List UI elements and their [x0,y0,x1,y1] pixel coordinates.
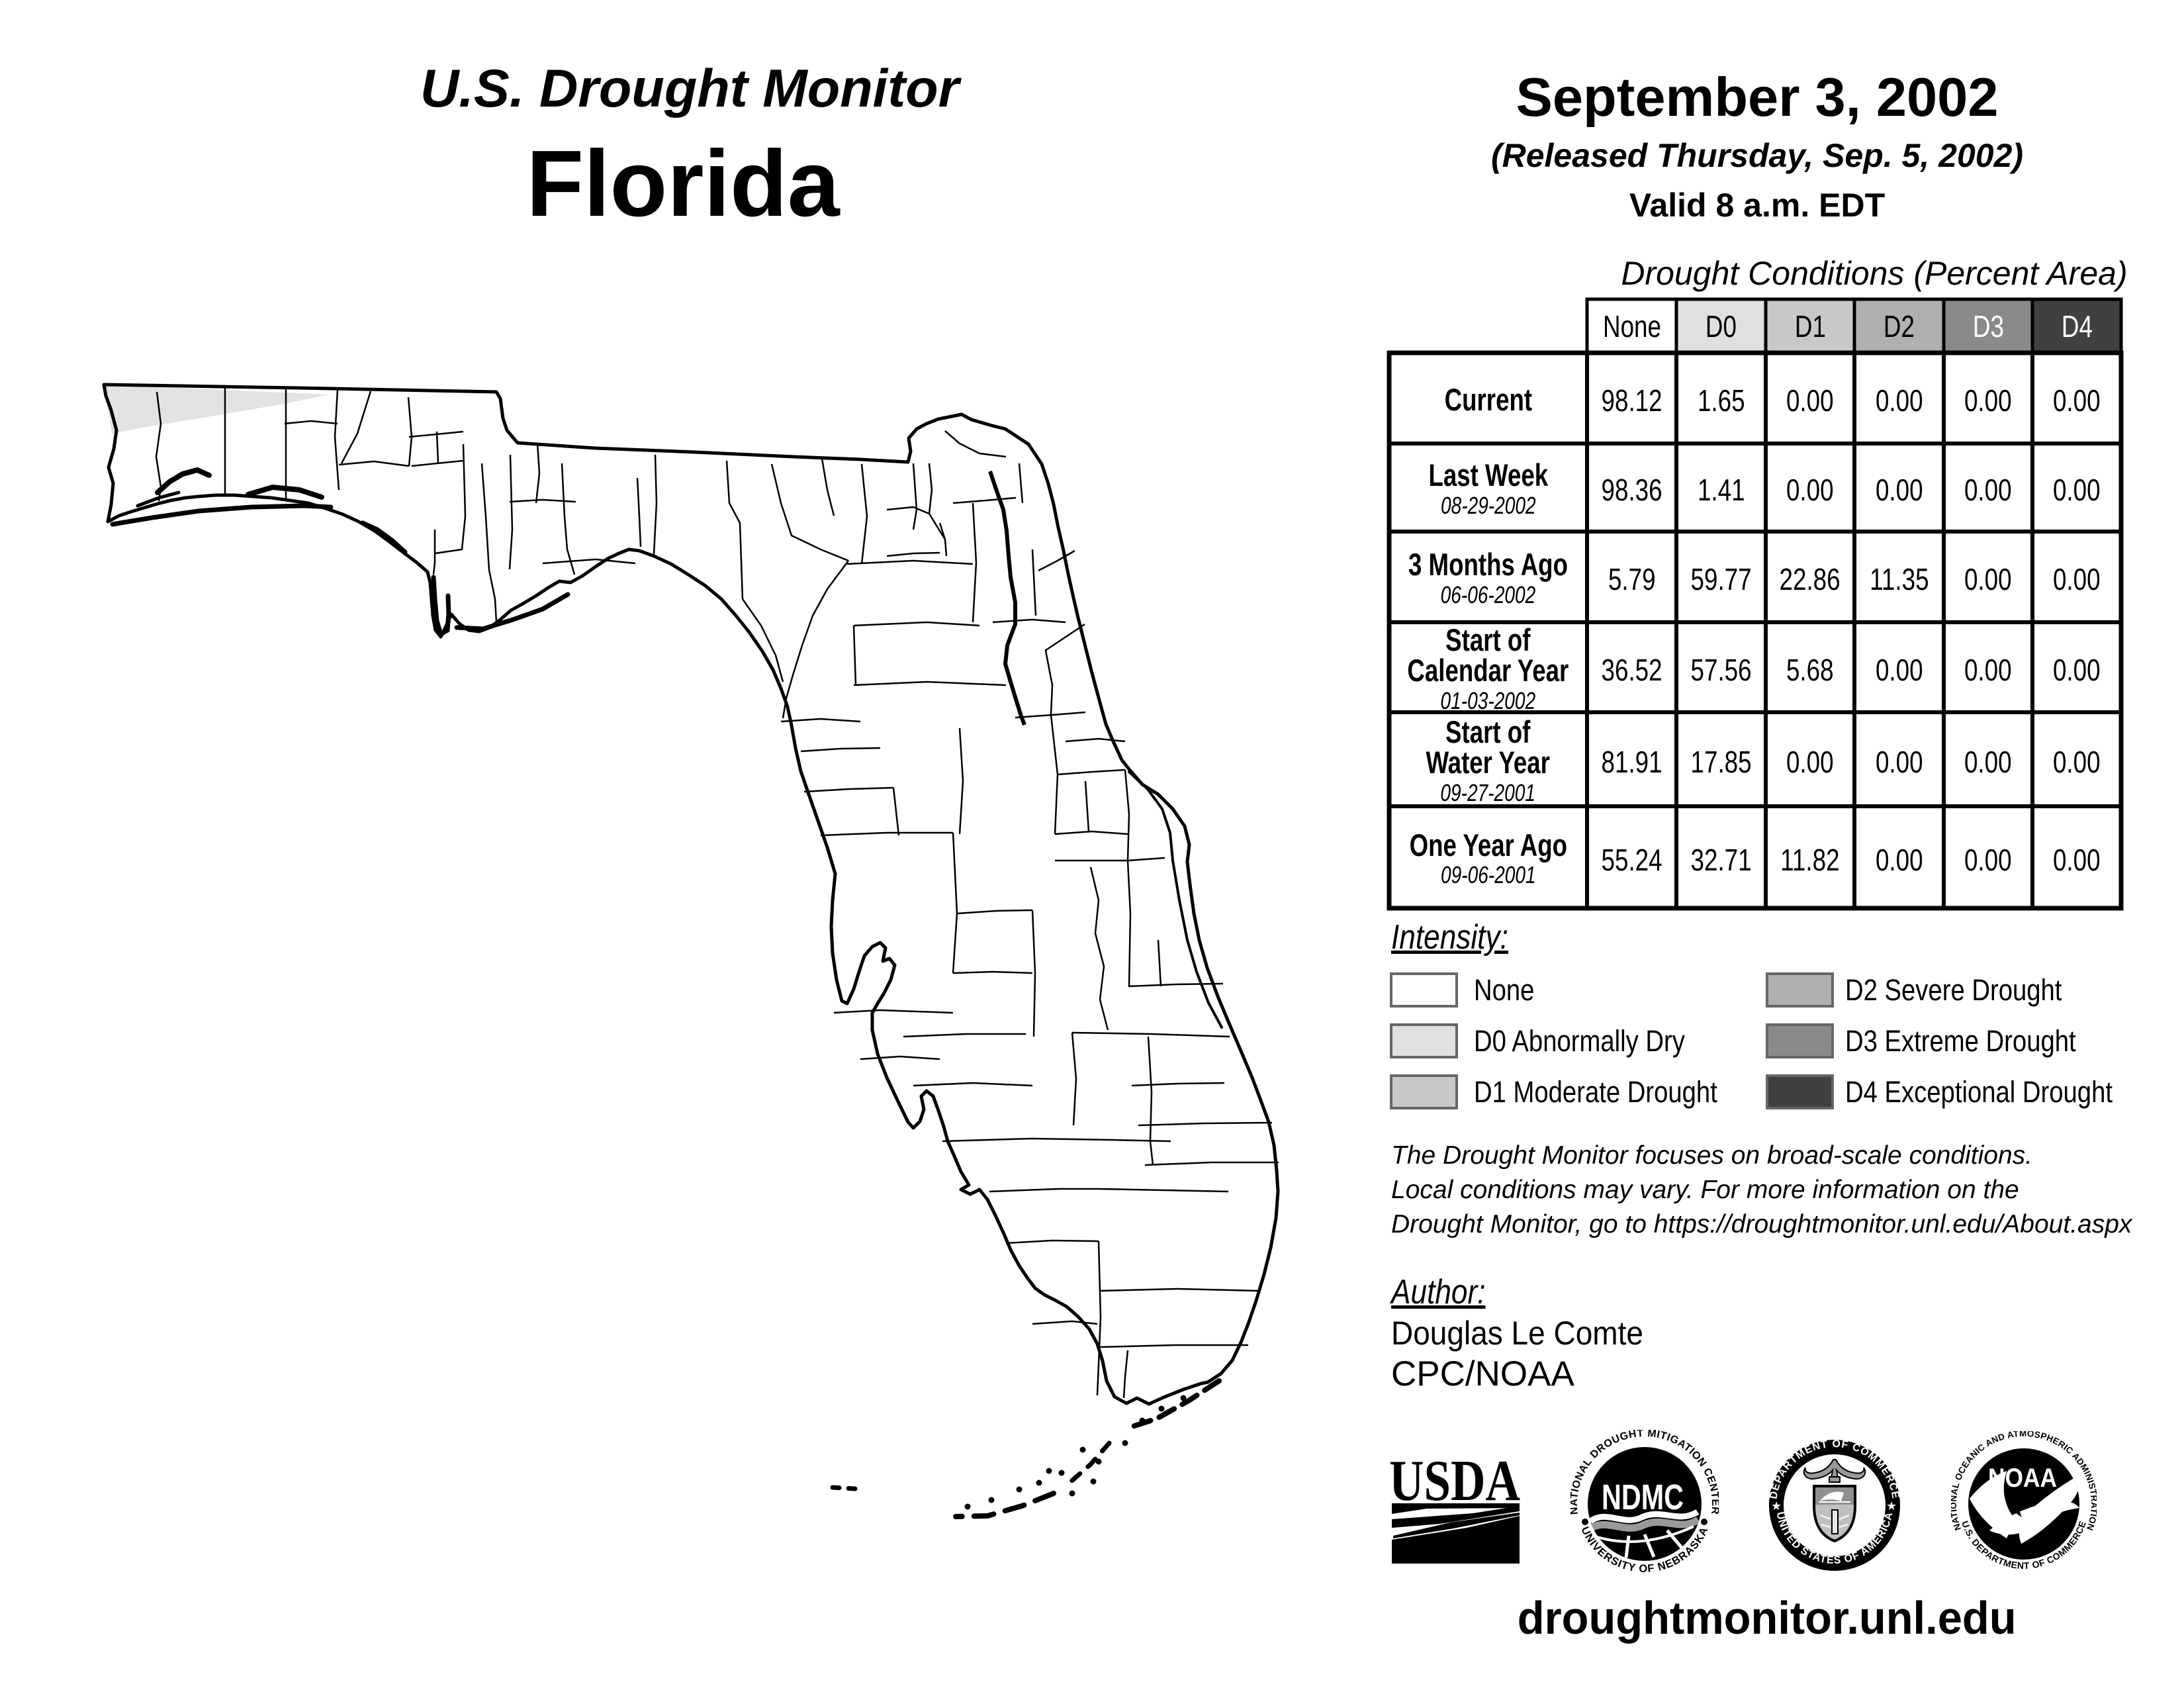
svg-text:★: ★ [1886,1499,1897,1513]
svg-text:NOAA: NOAA [1988,1464,2057,1493]
svg-text:★: ★ [1771,1499,1782,1513]
svg-text:NDMC: NDMC [1602,1477,1684,1517]
